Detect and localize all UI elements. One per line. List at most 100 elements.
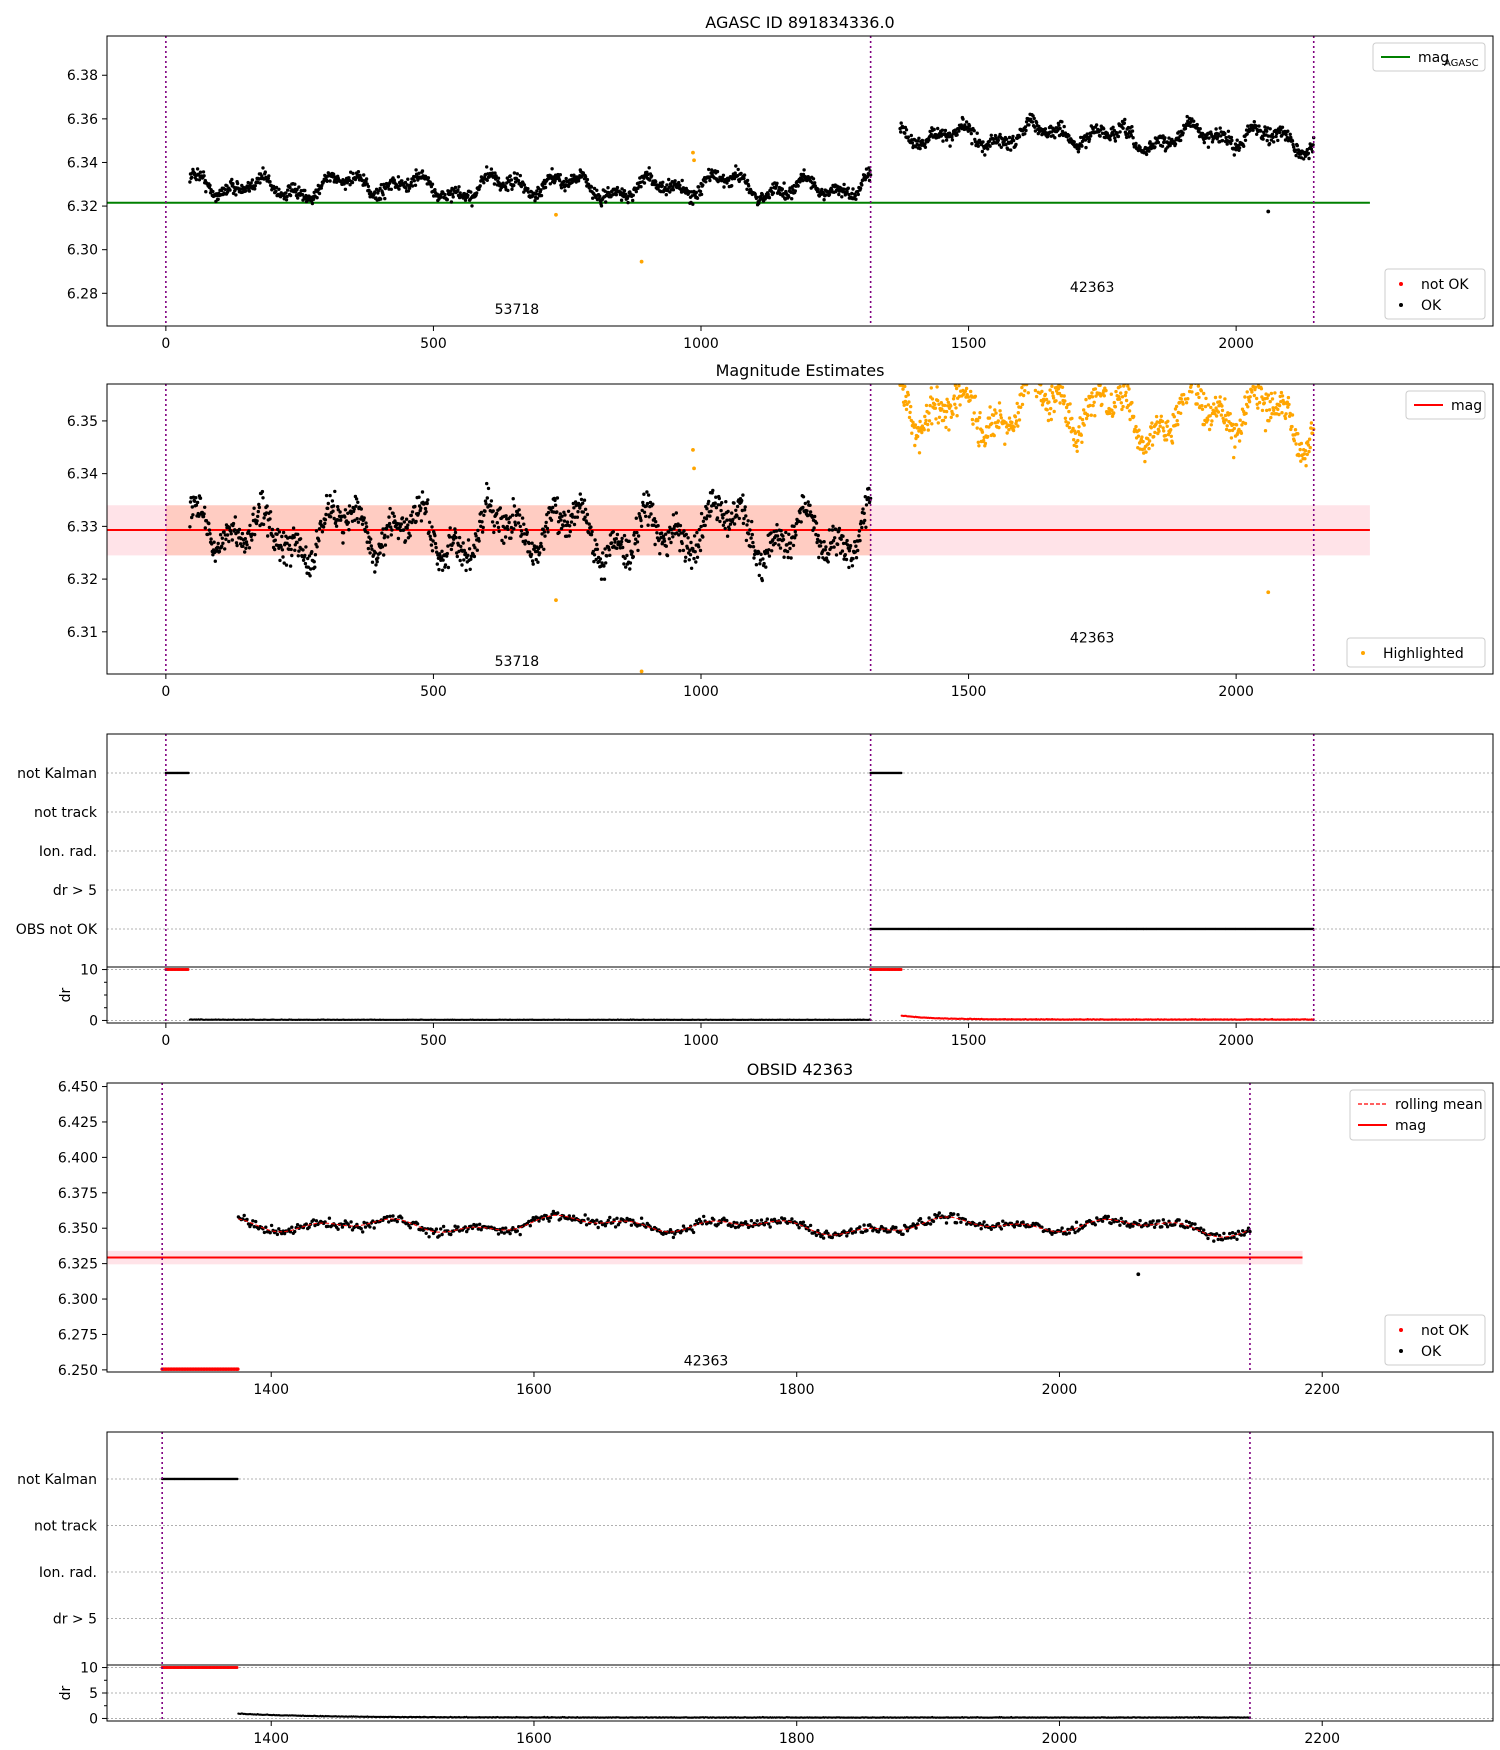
data-point — [413, 183, 418, 187]
data-point — [454, 535, 458, 540]
data-point — [304, 545, 308, 549]
data-point — [947, 131, 952, 135]
data-point — [518, 513, 522, 517]
data-point — [323, 521, 327, 526]
data-point — [1179, 138, 1183, 143]
data-point — [221, 541, 225, 545]
data-point — [812, 526, 816, 530]
data-point — [682, 529, 686, 533]
data-point — [1167, 136, 1171, 140]
data-point — [813, 514, 817, 519]
data-point — [276, 527, 280, 532]
data-point — [632, 530, 637, 535]
data-point — [659, 189, 663, 194]
data-point — [677, 528, 681, 533]
data-point — [1212, 409, 1217, 413]
data-point — [308, 574, 312, 578]
data-point — [943, 132, 947, 136]
data-point — [694, 560, 698, 564]
legend-label: OK — [1421, 298, 1442, 314]
data-point — [937, 402, 941, 406]
data-point — [1073, 431, 1078, 435]
data-point — [688, 548, 692, 552]
data-point — [1151, 142, 1155, 146]
data-point — [375, 560, 379, 564]
data-point — [986, 147, 990, 151]
data-point — [1079, 135, 1083, 140]
data-point — [778, 546, 783, 550]
data-point — [868, 496, 873, 501]
data-point — [1067, 409, 1071, 414]
data-point — [613, 540, 617, 544]
data-point — [330, 499, 335, 503]
data-point — [988, 405, 992, 409]
data-point — [1146, 437, 1150, 441]
data-point — [785, 543, 789, 547]
data-point — [508, 174, 512, 178]
legend-box — [1405, 390, 1486, 420]
data-point — [1071, 426, 1075, 431]
data-point — [565, 520, 570, 524]
data-point — [951, 397, 956, 401]
data-point — [1223, 131, 1227, 136]
data-point — [611, 530, 615, 534]
data-point — [796, 184, 800, 188]
data-point — [267, 525, 272, 530]
data-point — [836, 542, 840, 547]
data-point — [216, 197, 220, 201]
data-point — [646, 523, 650, 527]
data-point — [692, 466, 696, 471]
data-point — [732, 522, 737, 526]
data-point — [466, 193, 470, 198]
data-point — [485, 165, 489, 169]
data-point — [262, 516, 266, 520]
data-point — [997, 425, 1001, 430]
data-point — [383, 533, 387, 537]
data-point — [715, 516, 720, 520]
obsid-label: 53718 — [495, 654, 540, 670]
data-point — [257, 505, 262, 510]
data-point — [1110, 408, 1114, 412]
data-point — [1289, 135, 1293, 140]
data-point — [261, 522, 266, 527]
data-point — [435, 550, 439, 554]
data-point — [519, 529, 524, 533]
data-point — [540, 532, 544, 536]
data-point — [937, 415, 942, 419]
data-point — [943, 415, 948, 419]
data-point — [512, 527, 516, 531]
data-point — [432, 194, 436, 198]
data-point — [692, 158, 696, 163]
data-point — [1293, 148, 1298, 152]
data-point — [668, 190, 672, 194]
data-point — [1126, 384, 1130, 388]
data-point — [1130, 400, 1134, 405]
data-point — [572, 522, 577, 527]
data-point — [228, 188, 232, 192]
data-point — [745, 187, 749, 191]
data-point — [462, 558, 466, 562]
data-point — [976, 440, 980, 444]
data-point — [1290, 424, 1294, 429]
data-point — [255, 519, 259, 523]
data-point — [400, 179, 404, 183]
data-point — [352, 507, 356, 511]
data-point — [1275, 131, 1279, 136]
data-point — [467, 547, 472, 551]
data-point — [917, 136, 921, 140]
data-point — [758, 197, 763, 201]
data-point — [802, 168, 806, 172]
data-point — [945, 397, 949, 401]
data-point — [1272, 140, 1276, 144]
data-point — [1223, 413, 1228, 418]
data-point — [1026, 391, 1031, 395]
data-point — [412, 179, 416, 183]
data-point — [1118, 130, 1122, 134]
data-point — [1087, 137, 1092, 141]
data-point — [298, 537, 303, 541]
data-point — [1268, 399, 1272, 404]
data-point — [733, 171, 737, 175]
data-point — [640, 508, 644, 513]
data-point — [1149, 426, 1154, 430]
